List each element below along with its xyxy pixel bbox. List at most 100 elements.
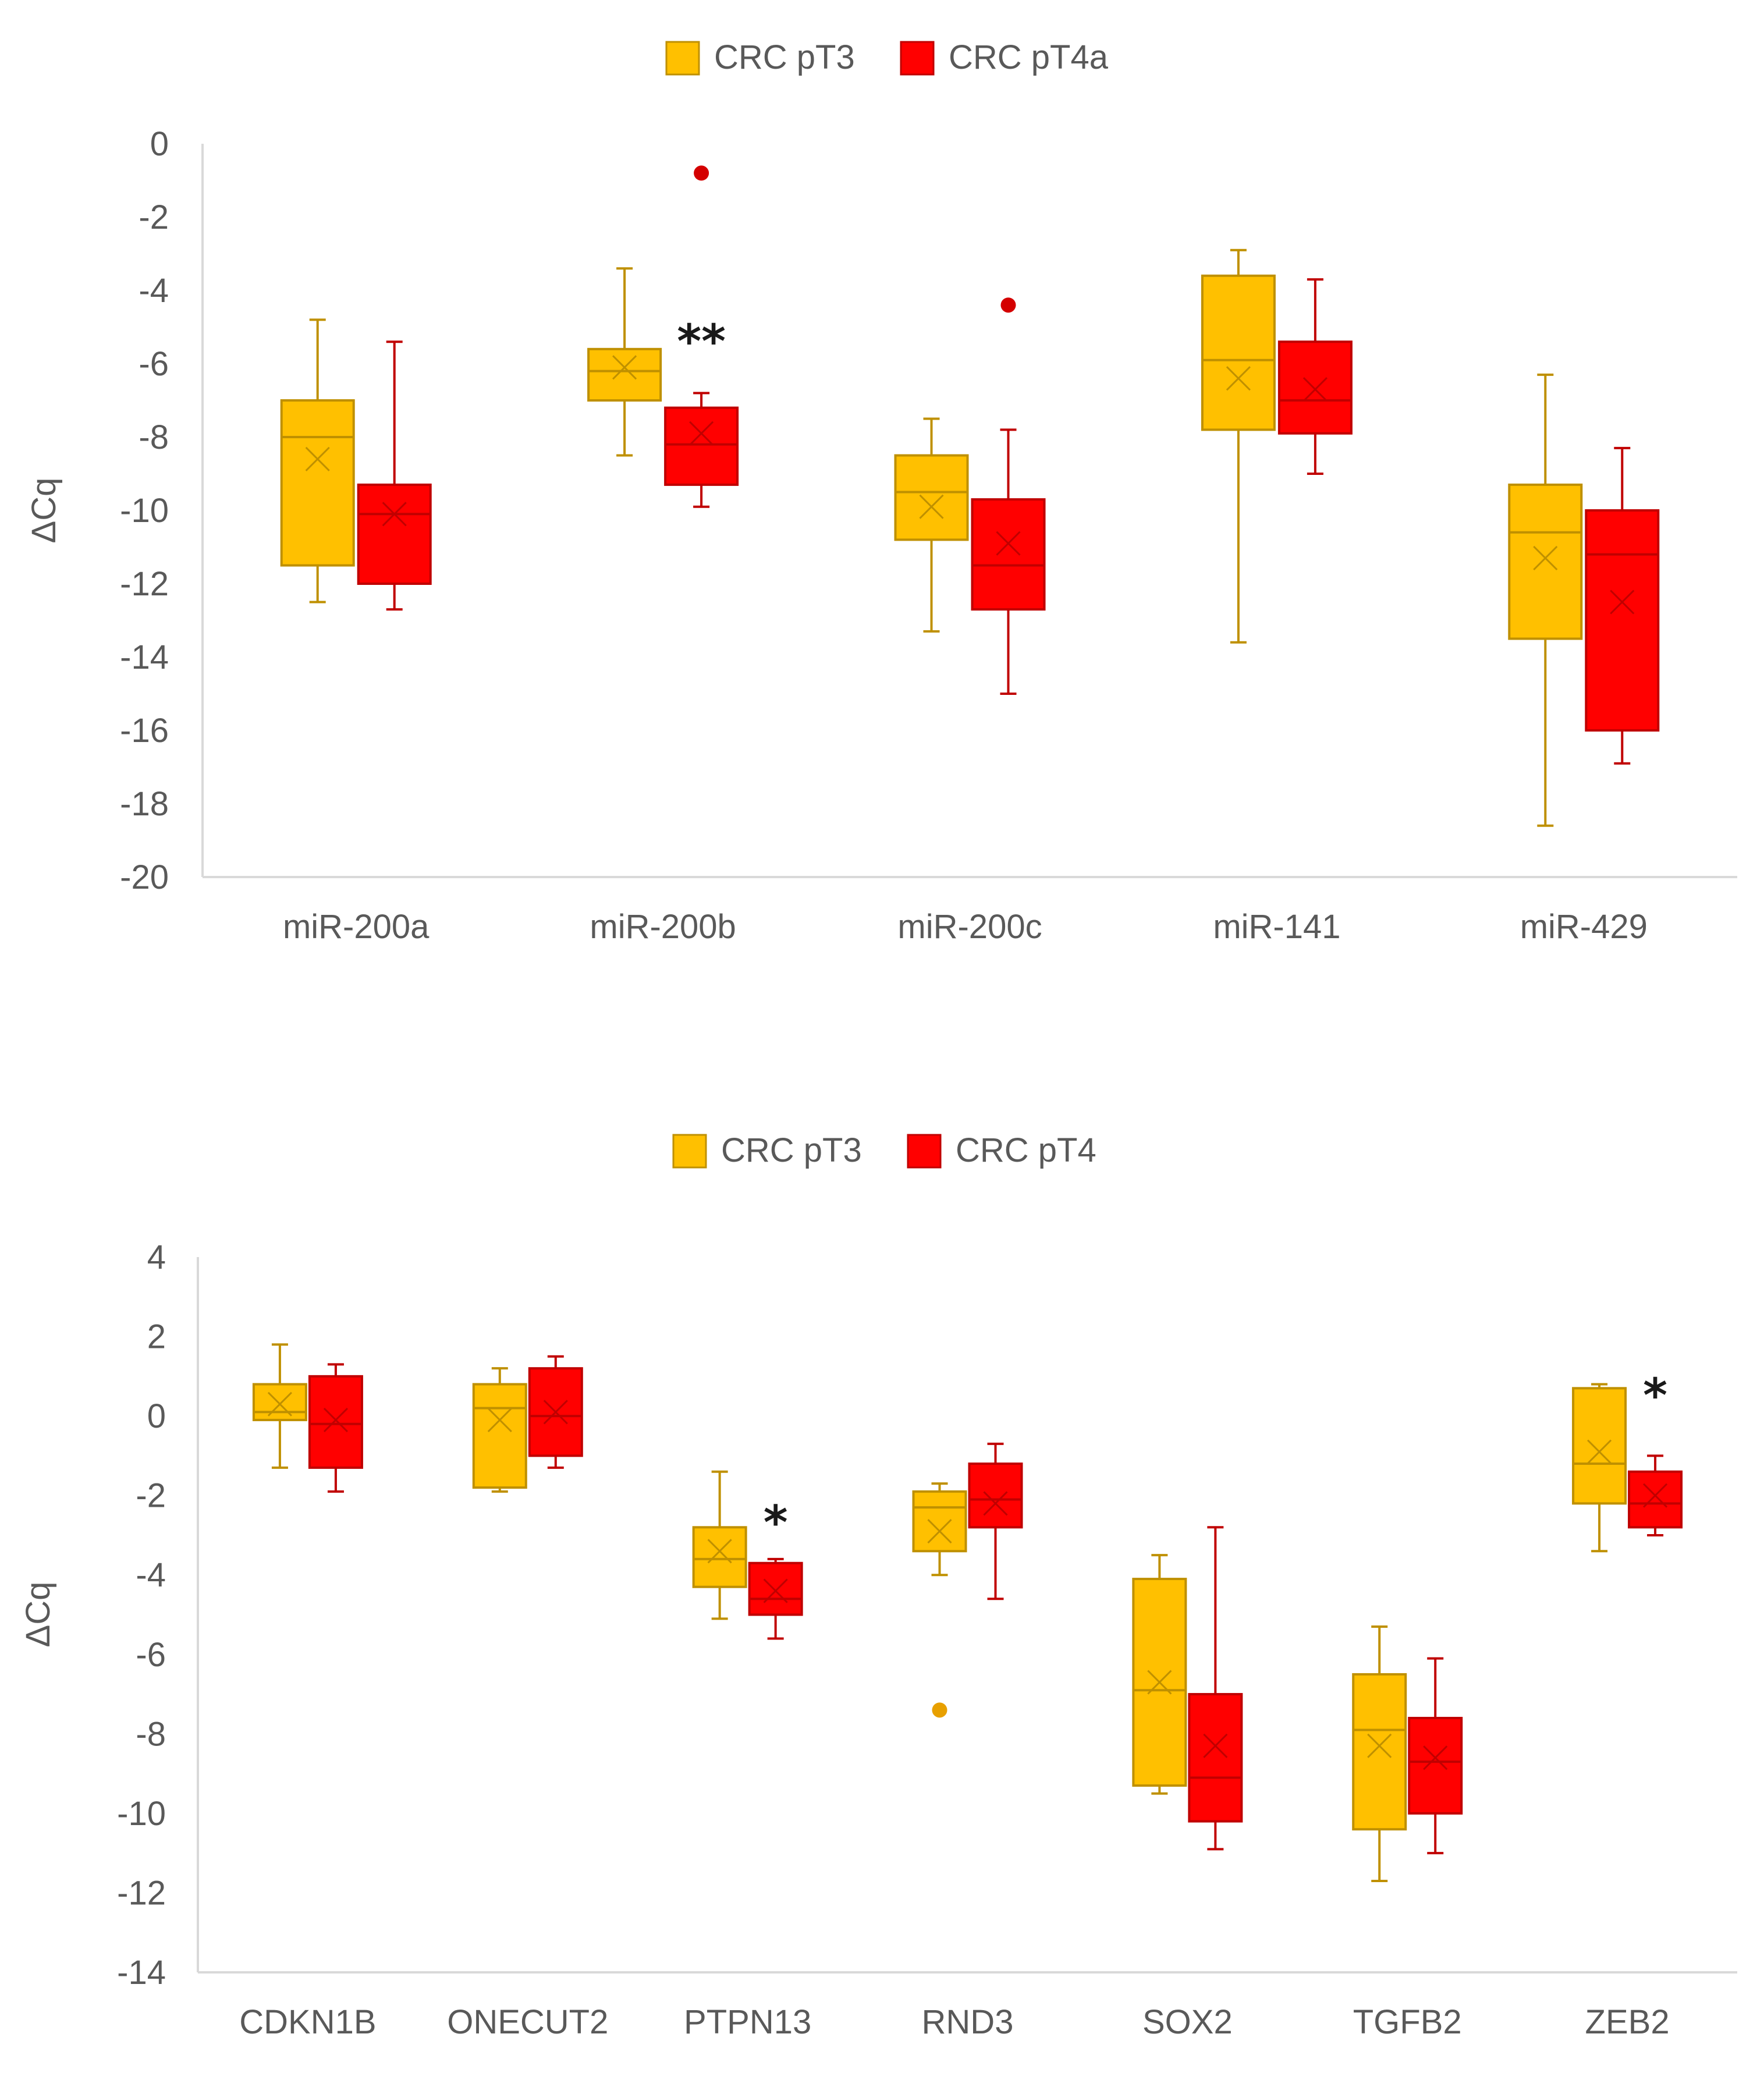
box-iqr — [912, 1490, 967, 1553]
mean-marker — [1147, 1670, 1172, 1695]
x-tick-label: ZEB2 — [1585, 2003, 1670, 2041]
legend-swatch-pt3 — [672, 1134, 707, 1169]
y-tick-label: -14 — [117, 1954, 166, 1992]
x-tick-label: miR-141 — [1213, 908, 1340, 946]
outlier-point — [1000, 297, 1016, 313]
significance-marker: * — [764, 1496, 788, 1550]
legend-label-pt4: CRC pT4a — [949, 38, 1109, 76]
mean-marker — [323, 1407, 348, 1433]
x-tick-label: SOX2 — [1142, 2003, 1233, 2041]
box-iqr — [1201, 274, 1276, 431]
x-tick-label: miR-429 — [1520, 908, 1648, 946]
box-pt4-TGFB2 — [1408, 1657, 1463, 1855]
box-iqr — [692, 1526, 747, 1588]
box-iqr — [280, 399, 355, 567]
box-iqr — [1508, 483, 1583, 640]
mean-marker — [1643, 1483, 1668, 1508]
box-iqr — [971, 498, 1046, 611]
mean-marker — [983, 1491, 1008, 1516]
mean-marker — [919, 494, 944, 519]
box-pt4-miR-200a — [357, 340, 432, 611]
y-tick-label: 0 — [147, 1397, 166, 1435]
box-iqr — [1408, 1717, 1463, 1815]
mean-marker — [927, 1519, 952, 1544]
y-tick-label: 0 — [150, 125, 169, 163]
mean-marker — [1226, 366, 1251, 391]
y-tick-label: -2 — [139, 198, 169, 236]
y-tick-label: -16 — [120, 712, 169, 750]
mean-marker — [305, 446, 330, 471]
box-pt4-ZEB2 — [1628, 1454, 1683, 1536]
y-tick-label: -10 — [120, 492, 169, 530]
mean-marker — [1203, 1733, 1228, 1758]
box-iqr — [968, 1463, 1023, 1529]
box-iqr — [472, 1383, 527, 1489]
box-pt3-RND3 — [912, 1482, 967, 1718]
x-tick-label: PTPN13 — [684, 2003, 811, 2041]
box-iqr — [1572, 1387, 1627, 1505]
box-pt3-TGFB2 — [1352, 1625, 1407, 1882]
box-pt3-miR-141 — [1201, 249, 1276, 644]
box-pt4-miR-141 — [1277, 278, 1353, 475]
box-pt4-SOX2 — [1188, 1526, 1243, 1851]
mean-marker — [707, 1539, 732, 1564]
chart-mirna-expression: CRC pT3 CRC pT4a 0 -2 -4 -6 -8 -10 -12 -14 -16 -18 -… — [25, 38, 1737, 946]
mean-marker — [1533, 545, 1558, 570]
box-iqr — [664, 406, 739, 486]
y-tick-label: 4 — [147, 1238, 166, 1276]
mean-marker — [487, 1407, 512, 1433]
chart-gene-expression: CRC pT3 CRC pT4 4 2 0 -2 -4 -6 -8 -10 -12 -14 ΔCq CDK… — [19, 1131, 1737, 2041]
y-tick-label: -8 — [139, 418, 169, 456]
y-tick-label: -4 — [136, 1556, 166, 1594]
significance-marker: * — [1643, 1368, 1667, 1422]
box-pt4-PTPN13 — [748, 1557, 803, 1640]
outlier-point — [932, 1702, 947, 1718]
mean-marker — [382, 502, 407, 527]
legend-label-pt3: CRC pT3 — [721, 1131, 862, 1169]
y-tick-label: -4 — [139, 272, 169, 310]
mean-marker — [1587, 1439, 1612, 1464]
significance-marker: ** — [677, 315, 726, 369]
box-pt3-ONECUT2 — [472, 1367, 527, 1493]
box-iqr — [894, 454, 969, 541]
box-pt3-SOX2 — [1132, 1554, 1187, 1795]
mean-marker — [1423, 1745, 1448, 1770]
y-tick-label: -18 — [120, 785, 169, 823]
legend-label-pt3: CRC pT3 — [714, 38, 855, 76]
box-pt4-miR-200b — [664, 165, 739, 508]
x-tick-label: miR-200a — [283, 908, 430, 946]
mean-marker — [612, 355, 637, 380]
x-tick-label: ONECUT2 — [447, 2003, 608, 2041]
x-tick-label: miR-200b — [590, 908, 736, 946]
y-tick-label: -6 — [136, 1636, 166, 1674]
mean-marker — [543, 1400, 568, 1425]
x-tick-label: RND3 — [922, 2003, 1014, 2041]
box-iqr — [748, 1561, 803, 1616]
mean-marker — [267, 1392, 292, 1417]
mean-marker — [763, 1578, 788, 1603]
box-pt4-CDKN1B — [308, 1363, 363, 1493]
box-pt4-ONECUT2 — [528, 1355, 583, 1469]
box-iqr — [1628, 1470, 1683, 1529]
y-axis-title: ΔCq — [25, 478, 63, 544]
box-iqr — [1352, 1673, 1407, 1831]
mean-marker — [996, 531, 1021, 556]
box-pt4-miR-429 — [1585, 446, 1660, 765]
box-iqr — [587, 347, 662, 402]
outlier-point — [694, 165, 709, 181]
legend-swatch-pt4 — [907, 1134, 942, 1169]
x-tick-label: TGFB2 — [1353, 2003, 1462, 2041]
legend-label-pt4: CRC pT4 — [956, 1131, 1096, 1169]
x-tick-label: CDKN1B — [239, 2003, 376, 2041]
box-iqr — [1585, 509, 1660, 732]
legend-swatch-pt3 — [665, 41, 700, 76]
box-pt4-RND3 — [968, 1442, 1023, 1600]
y-tick-label: -12 — [117, 1874, 166, 1912]
y-tick-label: -2 — [136, 1477, 166, 1515]
mean-marker — [689, 421, 714, 446]
box-pt3-miR-200a — [280, 318, 355, 604]
box-iqr — [1277, 340, 1353, 435]
y-tick-label: -12 — [120, 565, 169, 603]
mean-marker — [1610, 590, 1635, 615]
